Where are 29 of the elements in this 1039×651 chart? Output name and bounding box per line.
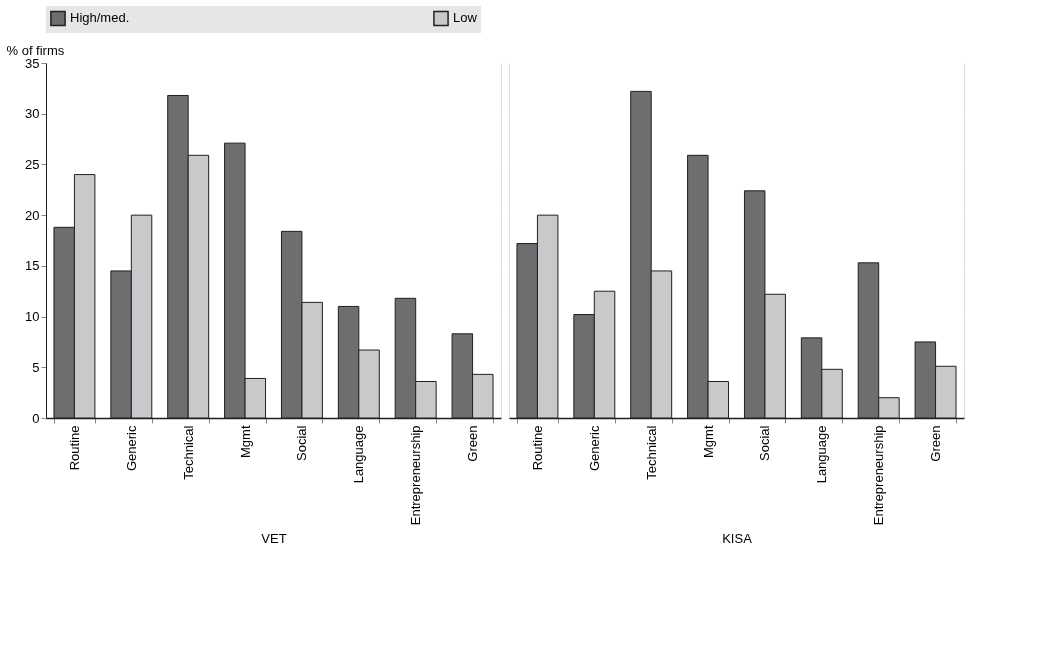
y-tick-label: 15 [25,258,40,274]
x-tick-label: Technical [643,425,659,480]
x-tick-label: Technical [180,425,196,480]
x-tick-label: Social [757,425,773,461]
y-tick-label: 30 [25,106,40,122]
x-tick-label: Entrepreneurship [871,425,887,526]
x-tick-label: Mgmt [237,425,253,458]
x-tick-label: Generic [586,425,602,472]
x-tick-label: Mgmt [700,425,716,458]
x-tick-label: Language [351,425,367,484]
x-tick-label: Routine [66,425,82,471]
y-tick-label: 25 [25,156,40,172]
y-tick-label: 10 [25,309,40,325]
y-tick-label: 0 [32,410,40,426]
legend-label: High/med. [70,10,130,26]
x-tick-label: Green [928,425,944,462]
x-tick-label: Social [294,425,310,461]
y-tick-label: 5 [32,359,40,375]
x-tick-label: Generic [123,425,139,472]
y-axis-title: % of firms [6,42,65,58]
y-tick-label: 35 [25,55,40,71]
legend-label: Low [453,10,478,26]
x-tick-label: Entrepreneurship [408,425,424,526]
x-axis-title: KISA [722,531,753,547]
x-tick-label: Green [465,425,481,462]
x-tick-label: Language [814,425,830,484]
y-tick-label: 20 [25,207,40,223]
x-tick-label: Routine [529,425,545,471]
x-axis-title: VET [261,531,287,547]
